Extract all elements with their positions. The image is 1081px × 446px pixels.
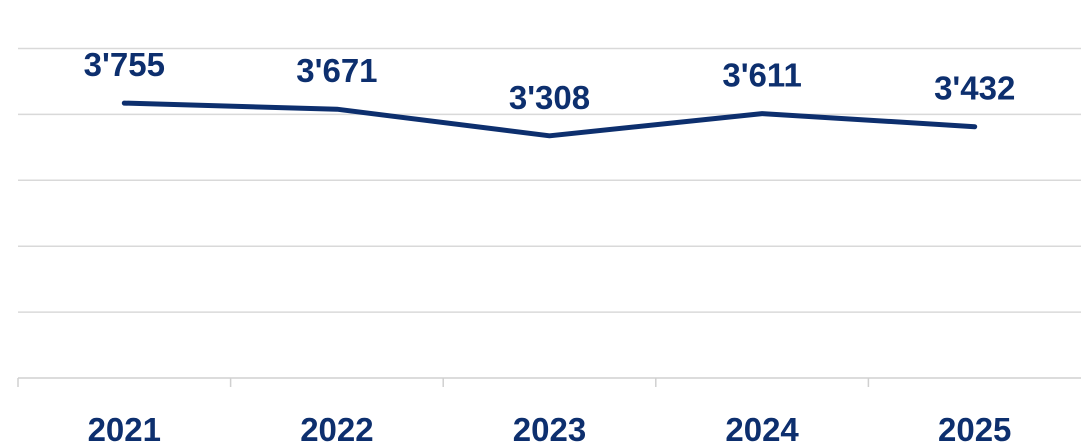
x-tick-label: 2021: [88, 411, 161, 446]
data-label: 3'755: [84, 46, 165, 83]
x-tick-label: 2022: [300, 411, 373, 446]
data-label: 3'671: [296, 52, 377, 89]
x-tick-labels: 2021 2022 2023 2024 2025: [88, 411, 1012, 446]
series-line: [121, 100, 978, 139]
data-labels: 3'755 3'671 3'308 3'611 3'432: [84, 46, 1016, 116]
x-tick-label: 2024: [725, 411, 799, 446]
series-group: [121, 100, 978, 139]
data-label: 3'308: [509, 79, 590, 116]
gridlines: [18, 47, 1081, 313]
data-label: 3'432: [934, 70, 1015, 107]
x-tick-label: 2025: [938, 411, 1011, 446]
x-tick-label: 2023: [513, 411, 586, 446]
data-label: 3'611: [722, 57, 801, 94]
x-axis: [17, 377, 1081, 387]
